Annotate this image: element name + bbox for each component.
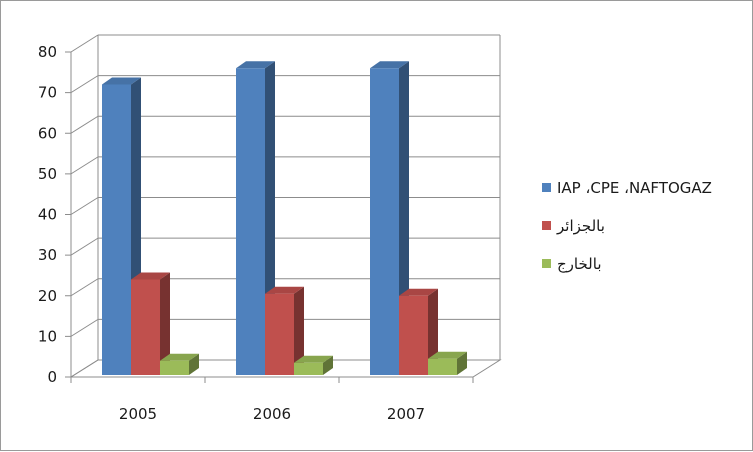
- bar-front: [236, 68, 265, 375]
- legend-label: بالجزائر: [556, 217, 605, 235]
- x-tick-label: 2007: [387, 405, 425, 423]
- legend-item: IAP ،CPE ،NAFTOGAZ: [542, 179, 712, 197]
- gridline-side: [70, 75, 99, 94]
- bar-side: [323, 355, 333, 375]
- gridline-side: [70, 318, 99, 337]
- bar-front: [265, 293, 294, 375]
- ticks-layer: 0 10 20 30 40 50 60 70 80 2005 2006 2007: [38, 43, 425, 423]
- bar-top: [294, 355, 333, 363]
- x-tick-label: 2005: [119, 405, 157, 423]
- bar: [399, 288, 438, 375]
- bar-side: [428, 288, 438, 375]
- y-tick-label: 60: [38, 124, 57, 142]
- bar-front: [102, 84, 131, 375]
- bar-side: [189, 353, 199, 375]
- y-tick-label: 40: [38, 206, 57, 224]
- bar-front: [160, 360, 189, 375]
- bar-top: [428, 351, 467, 359]
- bar: [265, 286, 304, 375]
- legend-item: بالخارج: [542, 255, 602, 274]
- y-tick-label: 20: [38, 287, 57, 305]
- gridline-side: [70, 156, 99, 175]
- bar-top: [399, 288, 438, 296]
- legend: IAP ،CPE ،NAFTOGAZ بالجزائر بالخارج: [542, 179, 712, 274]
- y-tick-label: 70: [38, 84, 57, 102]
- bar: [131, 272, 170, 375]
- y-tick-label: 30: [38, 246, 57, 264]
- bar-top: [131, 272, 170, 280]
- bar-front: [131, 279, 160, 375]
- bars-layer: [102, 61, 467, 375]
- legend-label: بالخارج: [557, 255, 602, 274]
- gridline-side: [70, 115, 99, 134]
- gridline-side: [70, 34, 99, 53]
- bar-side: [294, 286, 304, 375]
- y-tick-label: 0: [47, 368, 57, 386]
- y-tick-label: 80: [38, 43, 57, 61]
- bar-front: [428, 358, 457, 375]
- y-tick-label: 10: [38, 327, 57, 345]
- bar-side: [160, 272, 170, 375]
- legend-label: IAP ،CPE ،NAFTOGAZ: [557, 179, 712, 197]
- gridline-side: [70, 197, 99, 215]
- bar-top: [160, 353, 199, 361]
- legend-swatch: [542, 221, 551, 230]
- bar-front: [294, 362, 323, 375]
- bar-front: [399, 295, 428, 375]
- x-tick-label: 2006: [253, 405, 291, 423]
- gridline-side: [70, 237, 99, 256]
- bar-top: [265, 286, 304, 294]
- gridline-side: [70, 278, 99, 297]
- legend-item: بالجزائر: [542, 217, 605, 235]
- bar-top: [102, 77, 141, 85]
- bar-top: [370, 61, 409, 69]
- bar: [160, 353, 199, 375]
- legend-swatch: [542, 259, 551, 268]
- legend-swatch: [542, 183, 551, 192]
- grid-layer: [65, 34, 502, 383]
- bar: [294, 355, 333, 375]
- y-tick-label: 50: [38, 165, 57, 183]
- bar: [428, 351, 467, 375]
- bar-top: [236, 61, 275, 69]
- bar: [370, 61, 409, 375]
- bar-front: [370, 68, 399, 375]
- bar-side: [457, 351, 467, 375]
